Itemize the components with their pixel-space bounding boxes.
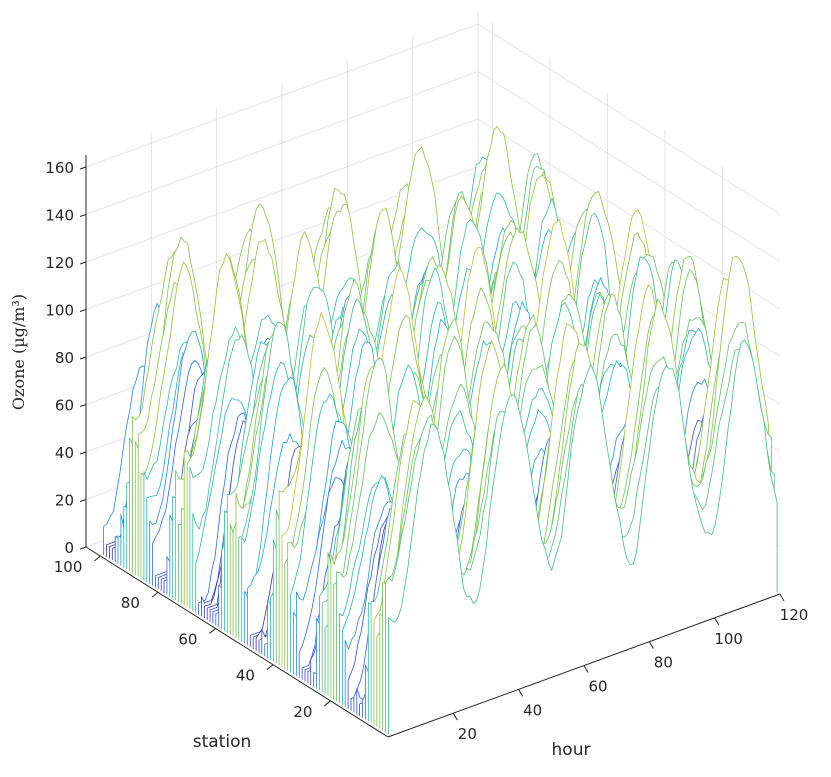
axes: 2040608010012020406080100020406080100120… (45, 155, 808, 743)
x-tick (779, 593, 785, 602)
y-tick-label: 100 (54, 558, 83, 576)
x-tick (714, 617, 720, 626)
z-tick (79, 309, 87, 312)
y-tick-label: 40 (236, 667, 255, 685)
x-tick-label: 80 (654, 654, 673, 672)
z-tick-label: 80 (55, 349, 74, 367)
y-tick (151, 591, 159, 598)
y-tick-label: 20 (293, 703, 312, 721)
y-tick (94, 555, 101, 562)
z-tick (79, 451, 87, 455)
y-tick (266, 664, 274, 671)
z-tick-label: 160 (45, 159, 74, 177)
data-series (103, 125, 778, 734)
x-axis-label: hour (552, 740, 591, 760)
y-tick-label: 80 (121, 594, 140, 612)
x-tick-label: 20 (458, 725, 477, 743)
grid-line-z (477, 71, 781, 262)
z-tick-label: 120 (45, 254, 74, 272)
z-tick (79, 261, 87, 265)
z-axis-label: Ozone (µg/m³) (9, 294, 28, 410)
z-tick-label: 20 (55, 492, 74, 510)
z-tick (79, 546, 87, 550)
z-tick-label: 0 (64, 539, 74, 557)
x-tick-label: 100 (714, 630, 743, 648)
series-station-1 (388, 339, 778, 734)
z-tick (79, 404, 87, 407)
x-tick (452, 712, 458, 721)
x-tick-label: 60 (588, 678, 607, 696)
x-tick (583, 665, 589, 673)
z-tick-label: 40 (55, 444, 74, 462)
x-tick-label: 40 (523, 701, 542, 719)
z-tick-label: 60 (55, 397, 74, 415)
z-tick (79, 499, 87, 502)
z-tick-label: 100 (45, 302, 74, 320)
z-tick (79, 356, 87, 360)
y-tick-label: 60 (178, 630, 197, 648)
grid-line-z (477, 23, 781, 215)
z-tick (79, 214, 87, 217)
z-tick-label: 140 (45, 207, 74, 225)
x-tick (518, 689, 524, 697)
x-tick (648, 641, 654, 649)
y-tick (209, 628, 216, 634)
axis-labels: hour station Ozone (µg/m³) (9, 294, 590, 760)
y-tick (324, 700, 331, 707)
y-axis-line (85, 546, 389, 738)
y-axis-label: station (193, 732, 252, 752)
z-tick (79, 166, 87, 170)
x-tick-label: 120 (780, 606, 809, 624)
